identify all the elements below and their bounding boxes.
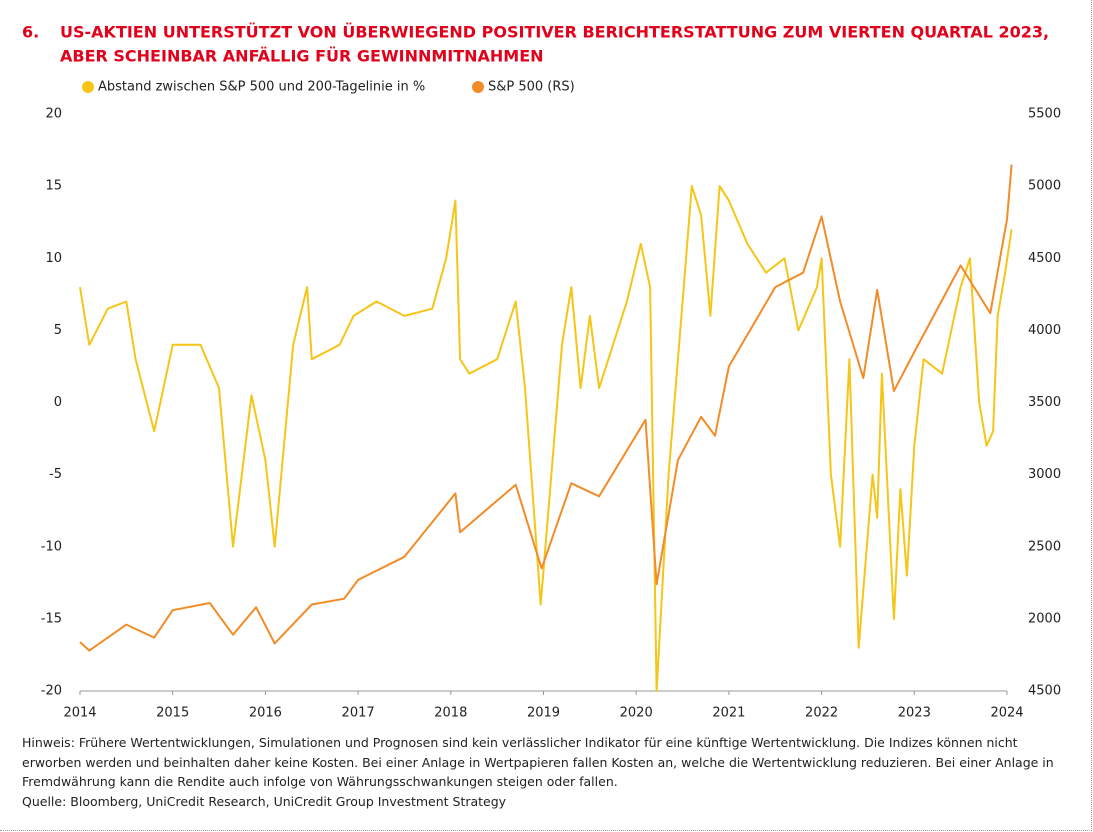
y2-tick-label: 4000 — [1028, 323, 1061, 338]
x-tick-label: 2018 — [434, 706, 467, 721]
series-line — [79, 164, 1013, 652]
y-tick-label: 20 — [45, 107, 62, 122]
notes: Hinweis: Frühere Wertentwicklungen, Simu… — [22, 733, 1072, 811]
x-tick-label: 2015 — [156, 706, 189, 721]
legend-marker — [82, 81, 94, 93]
x-tick-label: 2021 — [712, 706, 745, 721]
title-number: 6. — [22, 23, 39, 42]
x-tick-label: 2017 — [342, 706, 375, 721]
x-tick-label: 2023 — [898, 706, 931, 721]
x-tick-label: 2022 — [805, 706, 838, 721]
x-tick-label: 2019 — [527, 706, 560, 721]
chart-title: US-AKTIEN UNTERSTÜTZT VON ÜBERWIEGEND PO… — [60, 23, 1049, 42]
y-tick-label: 10 — [45, 251, 62, 266]
y-tick-label: -15 — [41, 611, 62, 626]
x-tick-label: 2014 — [63, 706, 96, 721]
y2-tick-label: 5000 — [1028, 179, 1061, 194]
y2-tick-label: 4500 — [1028, 251, 1061, 266]
chart: 6. US-AKTIEN UNTERSTÜTZT VON ÜBERWIEGEND… — [22, 23, 1061, 721]
y-tick-label: 15 — [45, 179, 62, 194]
x-tick-label: 2020 — [620, 706, 653, 721]
x-tick-label: 2024 — [990, 706, 1023, 721]
x-tick-label: 2016 — [249, 706, 282, 721]
y-tick-label: 5 — [54, 323, 62, 338]
y-tick-label: -20 — [41, 684, 62, 699]
legend-label: Abstand zwischen S&P 500 und 200-Tagelin… — [98, 80, 425, 95]
legend-marker — [472, 81, 484, 93]
y2-tick-label: 3500 — [1028, 395, 1061, 410]
y2-tick-label: 2500 — [1028, 539, 1061, 554]
y2-tick-label: 5500 — [1028, 107, 1061, 122]
y2-tick-label: 3000 — [1028, 467, 1061, 482]
series-line — [79, 185, 1013, 692]
note: Hinweis: Frühere Wertentwicklungen, Simu… — [22, 735, 1054, 789]
chart-title: ABER SCHEINBAR ANFÄLLIG FÜR GEWINNMITNAH… — [60, 47, 544, 66]
legend-label: S&P 500 (RS) — [488, 80, 575, 95]
y-tick-label: -5 — [49, 467, 62, 482]
y-tick-label: 0 — [54, 395, 62, 410]
y2-tick-label: 2000 — [1028, 611, 1061, 626]
source: Quelle: Bloomberg, UniCredit Research, U… — [22, 793, 507, 809]
y2-tick-label: 4500 — [1028, 684, 1061, 699]
y-tick-label: -10 — [41, 539, 62, 554]
